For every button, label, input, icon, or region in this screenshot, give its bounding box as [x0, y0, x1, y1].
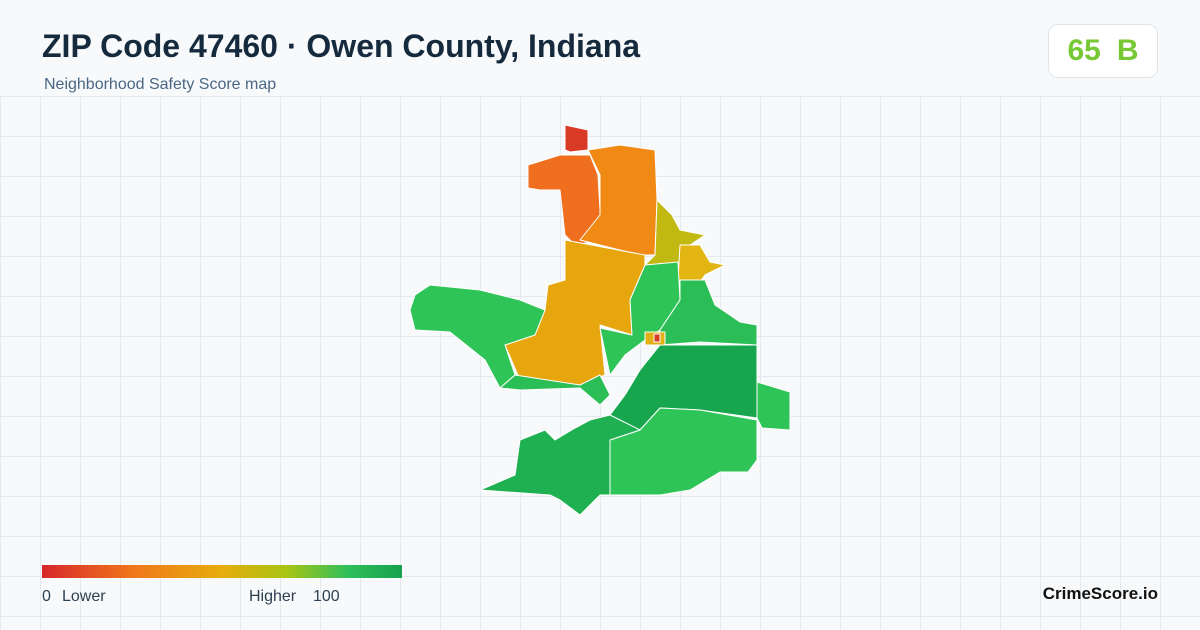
legend-gradient: [42, 565, 402, 578]
legend-min: 0: [42, 588, 51, 605]
score-badge: 65 B: [1048, 24, 1158, 78]
legend-max-label: Higher: [249, 588, 297, 605]
area: [756, 381, 791, 431]
area: [499, 374, 611, 406]
area: [599, 261, 681, 376]
brand: CrimeScore.io: [1042, 584, 1158, 603]
area: [409, 284, 546, 389]
subtitle: Neighborhood Safety Score map: [44, 76, 277, 93]
legend-min-label: Lower: [62, 588, 106, 605]
area: [677, 244, 726, 283]
area: [564, 124, 589, 153]
area: [653, 333, 661, 343]
area: [479, 414, 641, 516]
score-value: 65: [1067, 34, 1101, 67]
area: [609, 407, 758, 496]
score-grade: B: [1116, 34, 1139, 67]
legend-max: 100: [313, 588, 340, 605]
title: ZIP Code 47460 · Owen County, Indiana: [42, 28, 641, 64]
